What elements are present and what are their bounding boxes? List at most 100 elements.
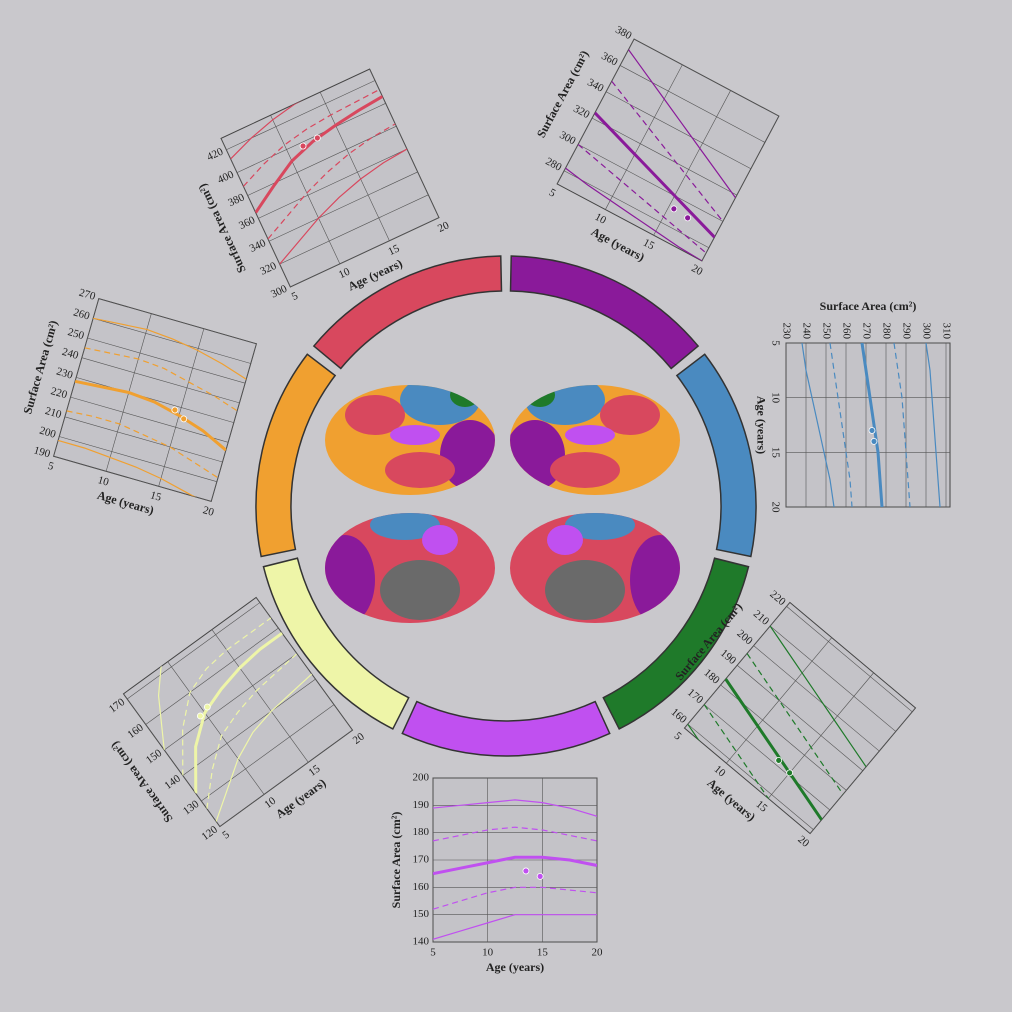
grid-line — [158, 328, 205, 487]
brain-surfaces — [325, 385, 680, 623]
y-tick-label: 200 — [413, 772, 430, 784]
grid-line — [123, 693, 221, 827]
grid-line — [70, 396, 229, 443]
ring-segment — [262, 557, 410, 730]
data-point — [670, 205, 678, 213]
y-tick-label: 140 — [413, 936, 430, 948]
x-tick-label: 5 — [430, 947, 436, 959]
ring-segment — [255, 353, 337, 558]
line-series — [829, 343, 853, 507]
grid-line — [279, 194, 429, 265]
line-series — [769, 625, 867, 768]
x-tick-label: 5 — [769, 340, 781, 346]
grid-line — [726, 637, 832, 764]
line-series — [194, 631, 283, 794]
grid-line — [290, 217, 440, 288]
y-tick-label: 190 — [32, 444, 52, 460]
x-tick-label: 20 — [201, 504, 215, 519]
grid-line — [687, 723, 814, 830]
line-series — [206, 653, 298, 809]
line-series — [242, 89, 380, 187]
y-tick-label: 270 — [860, 323, 872, 340]
plot-lines — [230, 69, 408, 265]
line-series — [433, 799, 597, 817]
line-series — [433, 914, 597, 940]
line-series — [860, 343, 884, 507]
line-series — [724, 678, 823, 821]
grid-line — [64, 416, 223, 463]
y-tick-label: 250 — [820, 323, 832, 340]
grid-line — [236, 103, 386, 173]
y-tick-label: 270 — [78, 287, 98, 303]
line-series — [433, 855, 597, 876]
data-point — [536, 872, 544, 880]
grid-line — [633, 38, 780, 117]
grid-line — [319, 92, 390, 241]
y-tick-label: 290 — [900, 323, 912, 340]
y-tick-label: 220 — [49, 385, 69, 401]
line-series — [279, 148, 408, 265]
grid-line — [786, 606, 913, 713]
y-tick-label: 280 — [880, 323, 892, 340]
line-series — [182, 617, 272, 776]
x-axis-label: Age (years) — [486, 960, 544, 974]
y-tick-label: 240 — [800, 323, 812, 340]
x-tick-label: 15 — [386, 242, 401, 258]
x-tick-label: 5 — [46, 460, 55, 473]
chart: 230 240 250 260 270 280 290 300 310 5 10 15 20 Age (y… — [754, 299, 952, 513]
grid-line — [93, 317, 251, 364]
y-tick-label: 300 — [920, 323, 932, 340]
line-series — [433, 886, 597, 910]
y-tick-label: 150 — [413, 908, 430, 920]
grid-line — [59, 436, 217, 483]
line-series — [925, 343, 941, 507]
line-series — [801, 343, 835, 507]
x-tick-label: 10 — [482, 947, 494, 959]
x-tick-label: 5 — [547, 187, 558, 200]
grid-line — [563, 170, 710, 248]
grid-line — [258, 148, 408, 219]
line-series — [628, 49, 736, 199]
ring-segment — [509, 255, 700, 370]
x-tick-label: 20 — [436, 219, 451, 235]
grid-line — [126, 602, 261, 700]
data-point — [868, 427, 876, 434]
line-series — [746, 653, 844, 795]
line-series — [565, 167, 703, 261]
brain-left-lateral — [325, 385, 495, 495]
grid-line — [809, 707, 916, 834]
grid-line — [53, 455, 212, 502]
grid-line — [182, 678, 316, 776]
grid-line — [769, 625, 896, 732]
y-axis-label: Surface Area (cm²) — [389, 812, 403, 909]
y-tick-label: 160 — [413, 881, 430, 893]
plot-lines — [801, 343, 941, 507]
line-series — [267, 123, 396, 240]
data-point — [180, 415, 188, 423]
x-tick-label: 5 — [220, 828, 232, 841]
data-point — [775, 756, 783, 764]
line-series — [254, 95, 384, 214]
y-tick-label: 230 — [780, 323, 792, 340]
grid-line — [653, 90, 731, 236]
line-series — [433, 826, 597, 842]
grid-line — [167, 661, 265, 795]
x-tick-label: 10 — [769, 392, 781, 404]
line-series — [215, 673, 313, 822]
grid-line — [76, 377, 234, 423]
y-tick-label: 170 — [413, 854, 430, 866]
grid-line — [268, 171, 418, 242]
data-point — [786, 769, 794, 777]
y-tick-label: 260 — [72, 306, 92, 322]
grid-line — [270, 115, 341, 264]
grid-line — [369, 68, 440, 218]
grid-line — [591, 117, 738, 196]
grid-line — [164, 653, 298, 751]
y-tick-label: 310 — [940, 323, 952, 340]
grid-line — [87, 337, 246, 384]
data-point — [870, 437, 878, 445]
brain-left-medial — [325, 513, 495, 623]
y-tick-label: 190 — [413, 799, 430, 811]
line-series — [74, 379, 227, 452]
data-point — [299, 142, 307, 150]
